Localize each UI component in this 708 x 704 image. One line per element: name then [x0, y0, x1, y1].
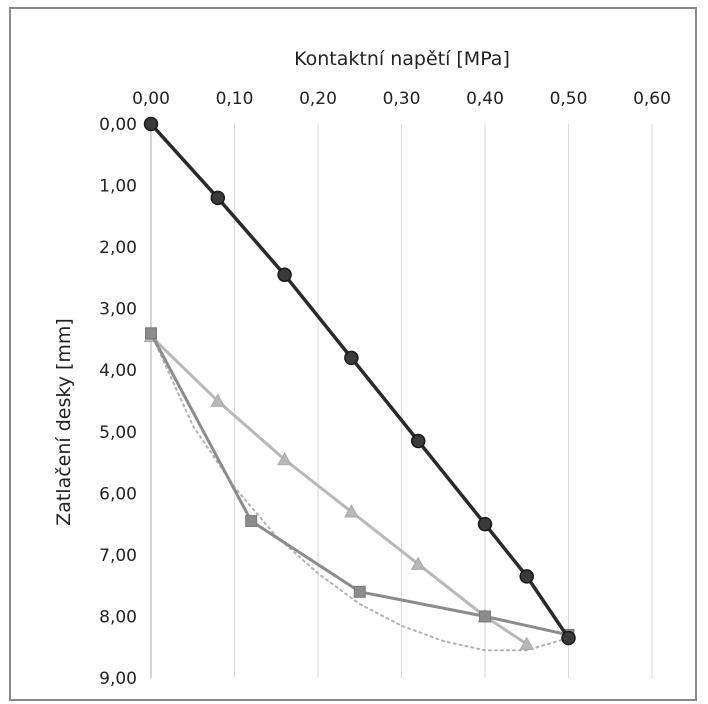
x-axis-title: Kontaktní napětí [MPa] [294, 48, 510, 70]
series-0-point-0 [143, 116, 159, 132]
series-1-point-2 [277, 451, 292, 466]
series-1-point-6 [519, 636, 535, 650]
series-0-point-5 [477, 516, 493, 532]
y-tick-labels: 0,00 1,00 2,00 3,00 4,00 5,00 6,00 7,00 8,00 9,00 [99, 115, 137, 689]
x-tick-label-6: 0,60 [633, 89, 671, 109]
series-2-point-3 [479, 610, 491, 623]
series-0-point-4 [410, 433, 426, 449]
series-0-point-6 [519, 569, 534, 584]
y-axis-title: Zatlačení desky [mm] [53, 318, 75, 526]
y-tick-label-7: 7,00 [99, 546, 137, 566]
y-tick-label-9: 9,00 [99, 669, 137, 689]
y-tick-label-0: 0,00 [99, 115, 137, 135]
series-2-point-0 [145, 327, 157, 340]
y-tick-label-3: 3,00 [99, 300, 137, 320]
x-tick-label-3: 0,30 [383, 89, 421, 109]
x-tick-label-4: 0,40 [466, 89, 504, 109]
series-1-point-3 [344, 504, 359, 518]
y-tick-label-4: 4,00 [99, 361, 137, 381]
x-tick-label-5: 0,50 [550, 89, 588, 109]
series-0-point-1 [210, 190, 226, 206]
series-2-point-1 [245, 515, 258, 528]
x-tick-label-0: 0,00 [132, 89, 170, 109]
series-0-line [149, 122, 570, 639]
series-2-point-2 [353, 585, 366, 598]
y-tick-label-2: 2,00 [99, 238, 137, 258]
series-1-point-1 [210, 393, 226, 407]
x-tick-label-2: 0,20 [299, 89, 337, 109]
y-tick-label-6: 6,00 [99, 484, 137, 504]
x-tick-label-1: 0,10 [216, 89, 254, 109]
series-0-point-2 [277, 267, 292, 283]
series-0-point-7 [561, 630, 576, 646]
series-1-point-4 [410, 556, 426, 570]
x-tick-labels: 0,00 0,10 0,20 0,30 0,40 0,50 0,60 [132, 89, 671, 109]
series-group [143, 116, 576, 652]
y-tick-label-5: 5,00 [99, 423, 137, 443]
series-0-point-3 [344, 350, 359, 366]
y-tick-label-8: 8,00 [99, 607, 137, 627]
y-tick-label-1: 1,00 [99, 177, 137, 197]
